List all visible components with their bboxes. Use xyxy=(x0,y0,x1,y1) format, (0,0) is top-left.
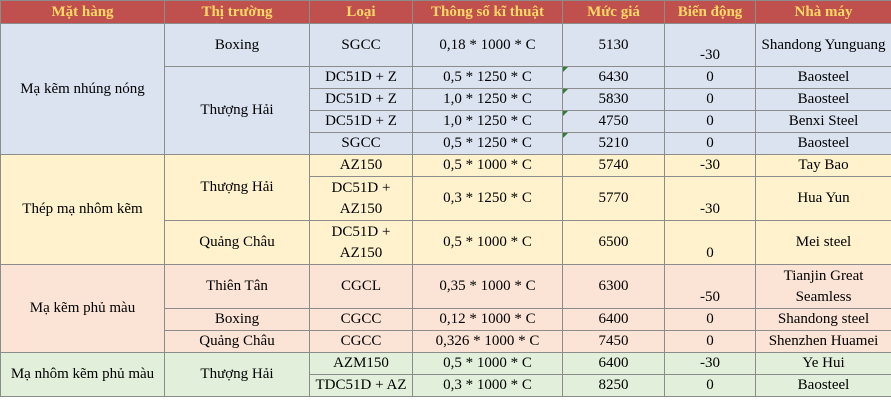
change-cell: -30 xyxy=(664,23,756,67)
change-cell: 0 xyxy=(664,330,756,353)
change-cell: 0 xyxy=(664,88,756,111)
plant-cell: Shenzhen Huamei xyxy=(755,330,891,353)
plant-cell: Ye Hui xyxy=(755,352,891,375)
price-cell: 8250 xyxy=(562,374,665,397)
table-row: Mạ nhôm kẽm phủ màu Thượng Hải AZM150 0,… xyxy=(0,352,891,397)
price-cell: 6500 xyxy=(562,220,665,265)
plant-cell: Tianjin Great Seamless xyxy=(755,264,891,309)
type-cell: CGCC xyxy=(309,308,413,331)
type-cell: CGCL xyxy=(309,264,413,309)
table-row: Quảng Châu CGCC 0,326 * 1000 * C 7450 0 … xyxy=(0,330,891,353)
price-cell: 5770 xyxy=(562,176,665,221)
price-cell: 4750 xyxy=(562,110,665,133)
spec-cell: 1,0 * 1250 * C xyxy=(412,110,563,133)
spec-cell: 0,5 * 1000 * C xyxy=(412,220,563,265)
change-cell: 0 xyxy=(664,66,756,89)
change-cell: -30 xyxy=(664,176,756,221)
change-cell: 0 xyxy=(664,132,756,155)
market-cell: Quảng Châu xyxy=(164,220,310,265)
spec-cell: 0,5 * 1000 * C xyxy=(412,154,563,177)
type-cell: AZ150 xyxy=(309,154,413,177)
type-cell: TDC51D + AZ xyxy=(309,374,413,397)
market-cell: Thiên Tân xyxy=(164,264,310,309)
change-cell: -30 xyxy=(664,352,756,375)
header-market: Thị trường xyxy=(164,0,310,24)
change-cell: -30 xyxy=(664,154,756,177)
plant-cell: Shandong Yunguang xyxy=(755,23,891,67)
table-row: TDC51D + AZ 0,3 * 1000 * C 8250 0 Baoste… xyxy=(0,374,891,397)
market-cell: Boxing xyxy=(164,308,310,331)
spec-cell: 0,3 * 1000 * C xyxy=(412,374,563,397)
change-cell: -50 xyxy=(664,264,756,309)
type-cell: DC51D + AZ150 xyxy=(309,220,413,265)
header-product: Mặt hàng xyxy=(0,0,165,24)
group-cell: Mạ kẽm nhúng nóng xyxy=(0,23,165,155)
header-plant: Nhà máy xyxy=(755,0,891,24)
spec-cell: 0,5 * 1250 * C xyxy=(412,66,563,89)
spec-cell: 0,35 * 1000 * C xyxy=(412,264,563,309)
header-row: Mặt hàng Thị trường Loại Thông số kĩ thu… xyxy=(0,0,891,24)
group-cell: Mạ kẽm phủ màu xyxy=(0,264,165,353)
table-row: Mạ kẽm nhúng nóng Boxing SGCC 0,18 * 100… xyxy=(0,23,891,155)
type-cell: SGCC xyxy=(309,132,413,155)
type-cell: DC51D + Z xyxy=(309,66,413,89)
plant-cell: Baosteel xyxy=(755,66,891,89)
header-change: Biến động xyxy=(664,0,756,24)
price-cell: 5130 xyxy=(562,23,665,67)
price-cell: 6300 xyxy=(562,264,665,309)
plant-cell: Tay Bao xyxy=(755,154,891,177)
table-row: Mạ kẽm phủ màu Thiên Tân CGCL 0,35 * 100… xyxy=(0,264,891,353)
type-cell: SGCC xyxy=(309,23,413,67)
spec-cell: 0,5 * 1250 * C xyxy=(412,132,563,155)
change-cell: 0 xyxy=(664,220,756,265)
price-cell: 5830 xyxy=(562,88,665,111)
price-cell: 7450 xyxy=(562,330,665,353)
plant-cell: Benxi Steel xyxy=(755,110,891,133)
market-cell: Quảng Châu xyxy=(164,330,310,353)
change-cell: 0 xyxy=(664,374,756,397)
header-spec: Thông số kĩ thuật xyxy=(412,0,563,24)
change-cell: 0 xyxy=(664,308,756,331)
type-cell: DC51D + AZ150 xyxy=(309,176,413,221)
market-cell: Thượng Hải xyxy=(164,66,310,155)
type-cell: DC51D + Z xyxy=(309,110,413,133)
market-cell: Boxing xyxy=(164,23,310,67)
plant-cell: Shandong steel xyxy=(755,308,891,331)
plant-cell: Baosteel xyxy=(755,132,891,155)
price-cell: 6400 xyxy=(562,352,665,375)
spec-cell: 0,326 * 1000 * C xyxy=(412,330,563,353)
table-row: Boxing CGCC 0,12 * 1000 * C 6400 0 Shand… xyxy=(0,308,891,331)
market-cell: Thượng Hải xyxy=(164,154,310,221)
spec-cell: 0,12 * 1000 * C xyxy=(412,308,563,331)
change-cell: 0 xyxy=(664,110,756,133)
header-type: Loại xyxy=(309,0,413,24)
type-cell: CGCC xyxy=(309,330,413,353)
header-price: Mức giá xyxy=(562,0,665,24)
group-cell: Thép mạ nhôm kẽm xyxy=(0,154,165,265)
price-cell: 6430 xyxy=(562,66,665,89)
price-cell: 5210 xyxy=(562,132,665,155)
plant-cell: Hua Yun xyxy=(755,176,891,221)
price-cell: 6400 xyxy=(562,308,665,331)
plant-cell: Baosteel xyxy=(755,374,891,397)
group-cell: Mạ nhôm kẽm phủ màu xyxy=(0,352,165,397)
spec-cell: 0,18 * 1000 * C xyxy=(412,23,563,67)
plant-cell: Baosteel xyxy=(755,88,891,111)
market-cell: Thượng Hải xyxy=(164,352,310,397)
price-cell: 5740 xyxy=(562,154,665,177)
spec-cell: 1,0 * 1250 * C xyxy=(412,88,563,111)
plant-cell: Mei steel xyxy=(755,220,891,265)
spec-cell: 0,5 * 1000 * C xyxy=(412,352,563,375)
table-row: Thép mạ nhôm kẽm Thượng Hải AZ150 0,5 * … xyxy=(0,154,891,265)
spec-cell: 0,3 * 1250 * C xyxy=(412,176,563,221)
type-cell: AZM150 xyxy=(309,352,413,375)
type-cell: DC51D + Z xyxy=(309,88,413,111)
